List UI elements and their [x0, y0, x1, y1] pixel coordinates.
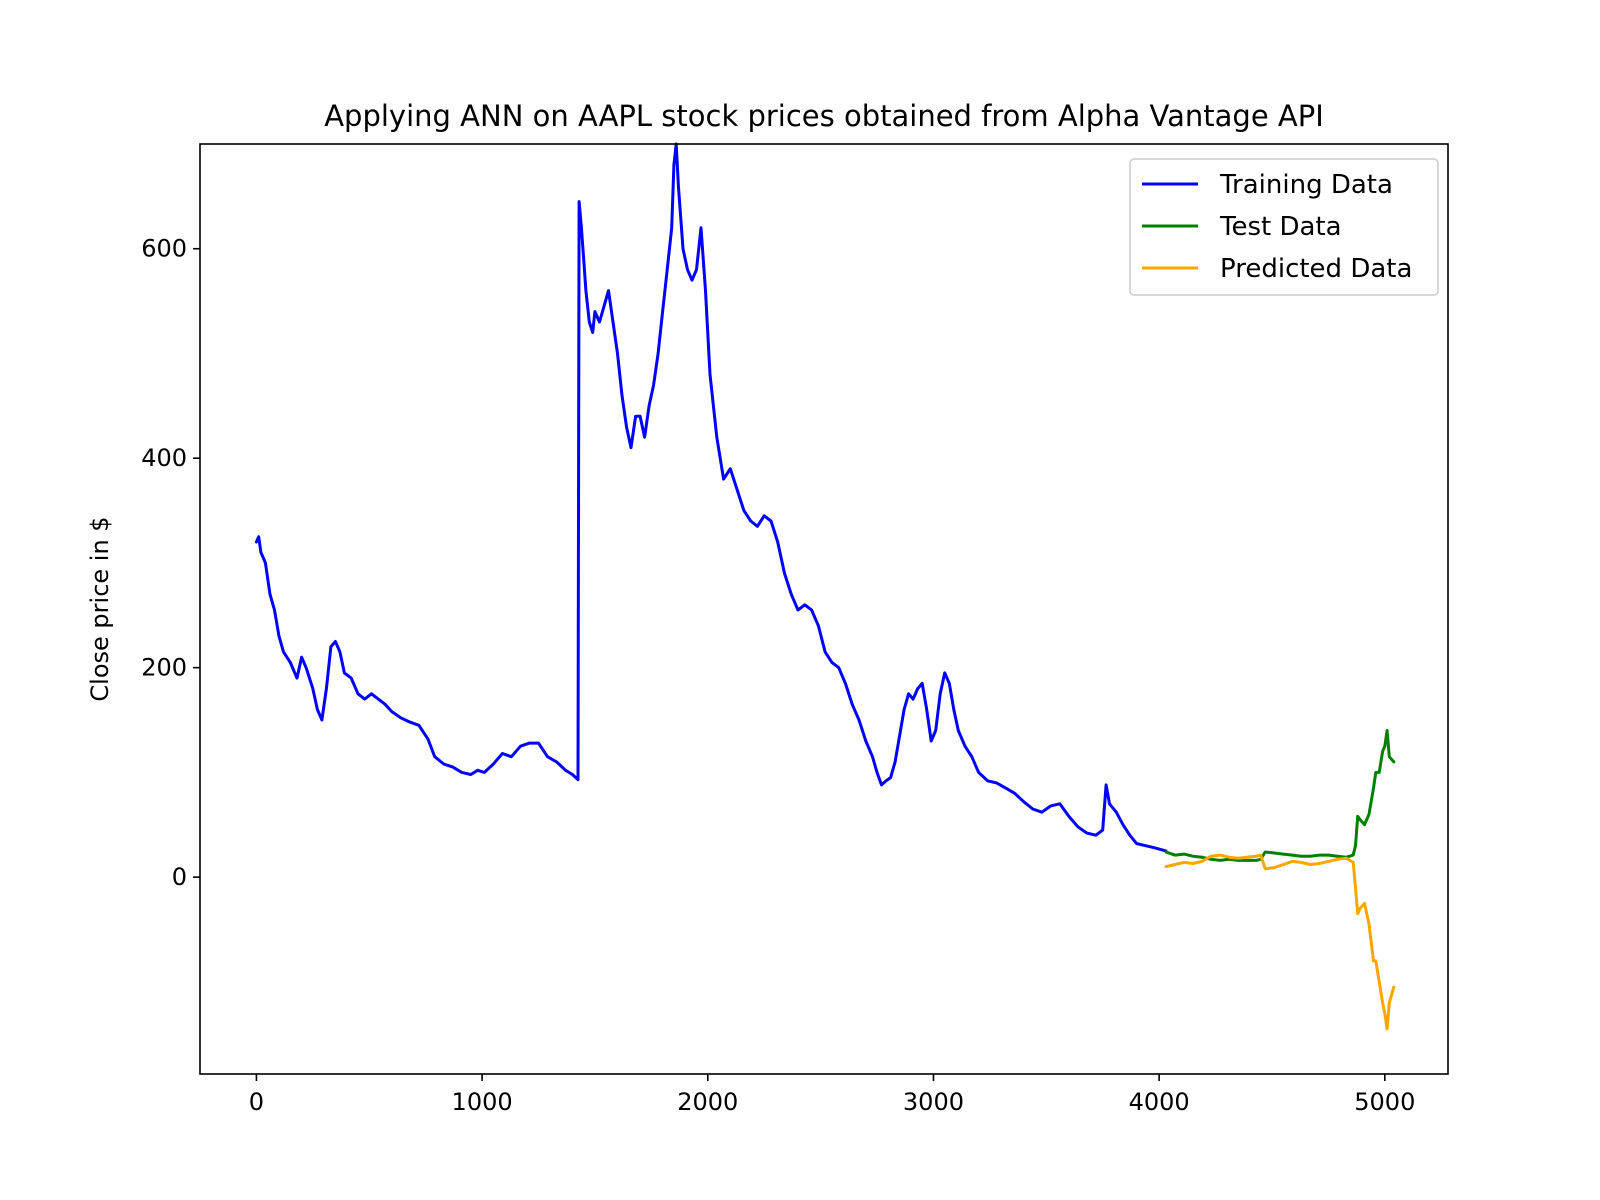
plot-series	[254, 142, 1396, 1031]
x-tick-label: 1000	[452, 1088, 513, 1116]
series-line-2	[1164, 853, 1396, 1031]
y-tick-label: 200	[141, 654, 187, 682]
x-tick-label: 4000	[1129, 1088, 1190, 1116]
y-axis-label: Close price in $	[86, 516, 114, 701]
series-line-1	[1164, 729, 1396, 862]
x-tick-label: 0	[249, 1088, 264, 1116]
legend-label: Training Data	[1219, 170, 1393, 200]
y-tick-label: 400	[141, 444, 187, 472]
legend-box	[1129, 158, 1439, 296]
plot-frame	[199, 143, 1449, 1075]
y-tick-label: 0	[172, 863, 187, 891]
chart-title: Applying ANN on AAPL stock prices obtain…	[324, 99, 1324, 133]
x-tick-label: 2000	[677, 1088, 738, 1116]
legend: Training Data Test Data Predicted Data	[1129, 158, 1439, 296]
x-axis: 0 1000 2000 3000 4000 5000	[249, 1074, 1415, 1116]
y-tick-label: 600	[141, 235, 187, 263]
x-tick-label: 3000	[903, 1088, 964, 1116]
x-tick-label: 5000	[1354, 1088, 1415, 1116]
series-line-0	[254, 142, 1168, 853]
legend-label: Test Data	[1219, 212, 1342, 242]
legend-label: Predicted Data	[1220, 254, 1412, 284]
y-axis: 0 200 400 600	[141, 235, 200, 891]
